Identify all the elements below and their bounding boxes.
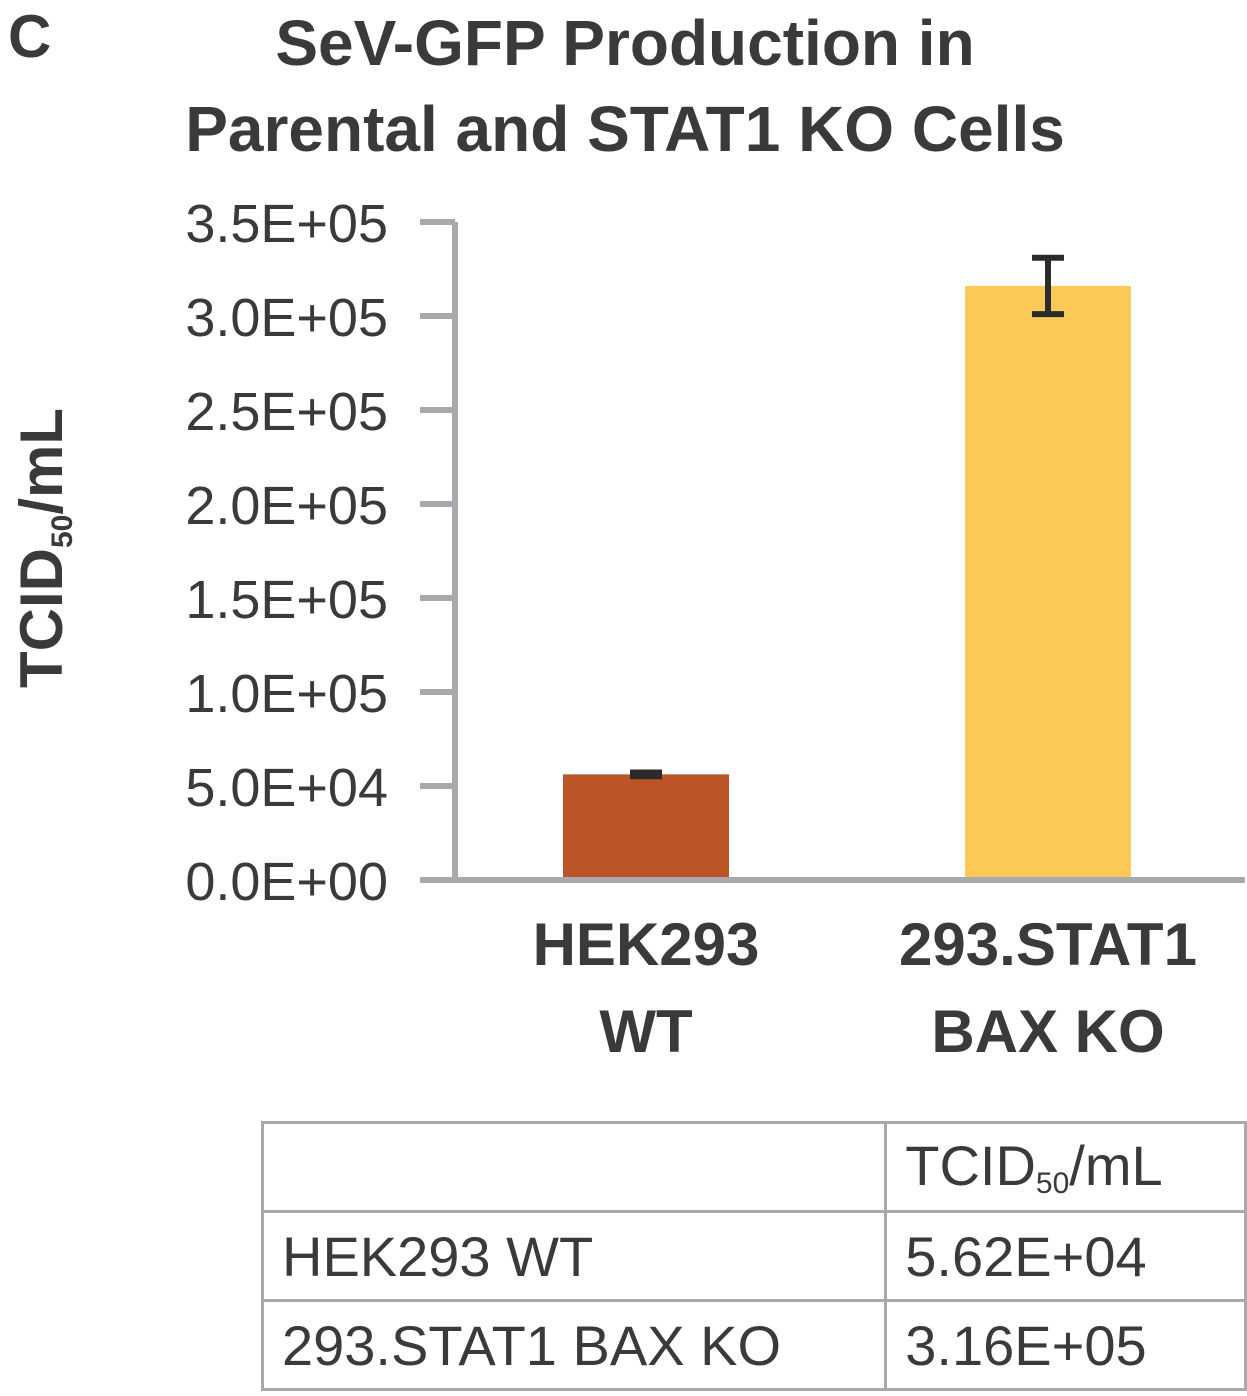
table-header-sub: 50	[1035, 1167, 1070, 1200]
table-row: 293.STAT1 BAX KO 3.16E+05	[260, 1299, 1247, 1391]
y-tick-label: 3.0E+05	[185, 288, 388, 348]
table-header-cell: TCID50/mL	[884, 1121, 1247, 1213]
y-tick-label: 2.5E+05	[185, 382, 388, 442]
chart-title-line-2: Parental and STAT1 KO Cells	[185, 93, 1065, 165]
error-bars	[630, 254, 1064, 780]
table-row: HEK293 WT 5.62E+04	[260, 1210, 1247, 1302]
y-tick-label: 1.0E+05	[185, 664, 388, 724]
y-axis-ticks: 0.0E+00 5.0E+04 1.0E+05 1.5E+05 2.0E+05 2.5E+…	[185, 194, 455, 912]
table-header-tail: /mL	[1069, 1134, 1163, 1197]
table-row-label: 293.STAT1 BAX KO	[260, 1299, 888, 1391]
y-axis-label-tail: /mL	[8, 408, 75, 515]
bar	[965, 285, 1131, 880]
y-axis-label-main: TCID	[8, 548, 75, 688]
panel-letter: C	[8, 3, 52, 70]
y-tick-label: 3.5E+05	[185, 194, 388, 254]
y-tick-label: 2.0E+05	[185, 476, 388, 536]
category-label: HEK293	[533, 911, 760, 978]
y-axis-label-sub: 50	[46, 515, 79, 548]
y-tick-label: 1.5E+05	[185, 570, 388, 630]
data-table: TCID50/mL HEK293 WT 5.62E+04 293.STAT1 B…	[260, 1121, 1247, 1391]
svg-text:TCID50/mL: TCID50/mL	[8, 408, 79, 688]
chart-title-line-1: SeV-GFP Production in	[275, 7, 975, 79]
y-tick-label: 0.0E+00	[185, 852, 388, 912]
table-row-value: 5.62E+04	[884, 1210, 1247, 1302]
table-header-empty-cell	[260, 1121, 888, 1213]
category-label: BAX KO	[931, 998, 1164, 1065]
y-axis-label: TCID50/mL	[8, 408, 79, 688]
bars	[563, 285, 1131, 880]
category-label: WT	[599, 998, 692, 1065]
bar	[563, 774, 729, 880]
table-row-value: 3.16E+05	[884, 1299, 1247, 1391]
bar-chart: TCID50/mL 0.0E+00 5.0E+04 1.0E+05 1.5E+05 2.…	[8, 194, 1245, 1065]
chart-title: SeV-GFP Production in Parental and STAT1…	[60, 0, 1190, 172]
table-row-label: HEK293 WT	[260, 1210, 888, 1302]
y-tick-label: 5.0E+04	[185, 758, 388, 818]
table-header-main: TCID	[905, 1134, 1036, 1197]
category-label: 293.STAT1	[899, 911, 1197, 978]
table-header-row: TCID50/mL	[260, 1121, 1247, 1213]
category-labels: HEK293 WT 293.STAT1 BAX KO	[533, 911, 1197, 1065]
